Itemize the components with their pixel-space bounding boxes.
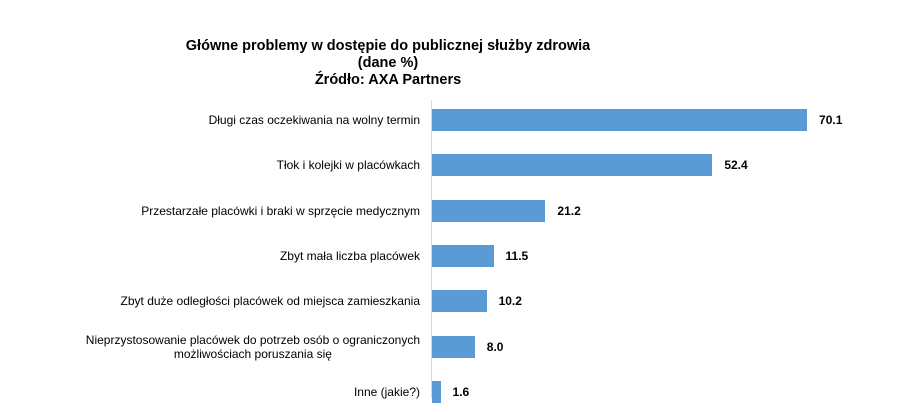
bar — [432, 244, 494, 267]
category-label: Tłok i kolejki w placówkach — [277, 158, 420, 172]
chart-subtitle-unit: (dane %) — [357, 55, 419, 71]
data-label: 1.6 — [452, 384, 470, 399]
category-label-line: Długi czas oczekiwania na wolny termin — [208, 113, 420, 127]
chart-source: Źródło: AXA Partners — [314, 72, 462, 88]
bar — [432, 335, 475, 358]
bar — [432, 199, 546, 222]
category-label: Inne (jakie?) — [354, 385, 420, 399]
data-label: 52.4 — [724, 158, 748, 173]
bar — [432, 290, 487, 313]
category-label: Długi czas oczekiwania na wolny termin — [209, 113, 420, 127]
data-label: 70.1 — [819, 113, 843, 127]
category-label-line: Zbyt duże odległości placówek od miejsca… — [120, 294, 420, 309]
category-label: Zbyt mała liczba placówek — [280, 249, 420, 263]
bar — [432, 380, 441, 403]
data-label: 8.0 — [486, 339, 504, 354]
data-label: 21.2 — [557, 203, 581, 218]
chart-title-main: Główne problemy w dostępie do publicznej… — [185, 38, 591, 54]
category-axis-line — [431, 100, 432, 398]
bar — [432, 154, 713, 177]
category-label-line: Tłok i kolejki w placówkach — [276, 158, 420, 173]
category-label-line: Inne (jakie?) — [353, 384, 420, 399]
category-label-line: możliwościach poruszania się — [173, 346, 332, 361]
category-label-line: Zbyt mała liczba placówek — [279, 248, 420, 263]
category-label-line: Nieprzystosowanie placówek do potrzeb os… — [85, 332, 420, 347]
category-label: Nieprzystosowanie placówek do potrzeb os… — [86, 333, 420, 361]
category-label: Przestarzałe placówki i braki w sprzęcie… — [141, 204, 420, 218]
category-label-line: Przestarzałe placówki i braki w sprzęcie… — [141, 203, 420, 218]
bar — [432, 109, 808, 131]
chart-title: Główne problemy w dostępie do publicznej… — [0, 38, 776, 89]
category-label: Zbyt duże odległości placówek od miejsca… — [121, 294, 420, 308]
data-label: 10.2 — [498, 294, 522, 309]
data-label: 11.5 — [505, 248, 529, 263]
